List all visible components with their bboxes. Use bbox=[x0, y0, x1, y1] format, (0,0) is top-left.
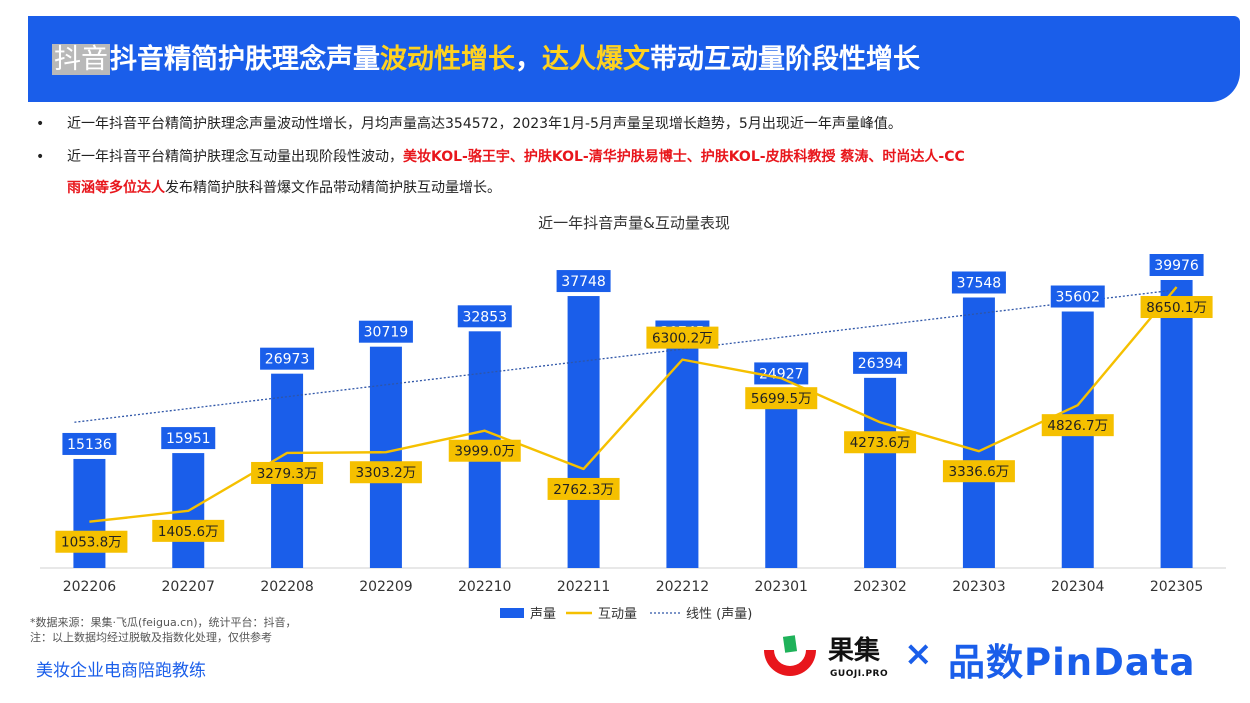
x-tick-label: 202301 bbox=[755, 579, 808, 595]
line-value-label: 2762.3万 bbox=[553, 482, 614, 498]
title-banner bbox=[28, 16, 1240, 102]
guoji-logo-icon bbox=[764, 635, 816, 676]
legend-bar-label: 声量 bbox=[530, 607, 556, 622]
legend-trend-label: 线性 (声量) bbox=[686, 607, 752, 622]
bar-202304 bbox=[1061, 311, 1094, 568]
x-tick-label: 202210 bbox=[458, 579, 511, 595]
line-label-box bbox=[646, 326, 719, 349]
x-tick-label: 202206 bbox=[63, 579, 117, 595]
logo-separator: × bbox=[904, 634, 933, 674]
bar-value-label: 35602 bbox=[1055, 290, 1100, 306]
bar-value-label: 24927 bbox=[759, 366, 804, 382]
x-tick-label: 202305 bbox=[1150, 579, 1203, 595]
legend-bar-swatch bbox=[500, 608, 524, 618]
line-label-box bbox=[942, 460, 1015, 483]
x-tick-label: 202302 bbox=[853, 579, 906, 595]
bullet-marker: • bbox=[36, 116, 45, 132]
bar-label-box bbox=[457, 305, 512, 328]
data-source-note: *数据来源：果集·飞瓜(feigua.cn)，统计平台：抖音， 注：以上数据均经… bbox=[30, 616, 297, 644]
x-tick-label: 202208 bbox=[260, 579, 313, 595]
bar-202302 bbox=[864, 377, 897, 568]
line-label-box bbox=[745, 387, 818, 410]
bar-label-box bbox=[358, 320, 413, 343]
trendline bbox=[74, 289, 1177, 423]
x-tick-label: 202212 bbox=[656, 579, 709, 595]
bar-label-box bbox=[260, 347, 315, 370]
guoji-logo-text: 果集 bbox=[828, 636, 881, 666]
bar-label-box bbox=[556, 270, 611, 293]
line-value-label: 3279.3万 bbox=[257, 466, 318, 482]
bullet-marker: • bbox=[36, 149, 45, 165]
line-value-label: 5699.5万 bbox=[751, 391, 812, 407]
bar-202211 bbox=[567, 296, 600, 568]
bar-label-box bbox=[161, 427, 216, 450]
line-value-label: 4826.7万 bbox=[1047, 418, 1108, 434]
line-label-box bbox=[844, 431, 917, 454]
bar-value-label: 15951 bbox=[166, 431, 211, 447]
title-tag: 抖音 bbox=[52, 44, 110, 75]
bar-label-box bbox=[951, 271, 1006, 294]
bar-label-box bbox=[62, 432, 117, 455]
line-label-box bbox=[152, 519, 225, 542]
bar-202212 bbox=[666, 346, 699, 568]
bar-value-label: 15136 bbox=[67, 437, 112, 453]
line-value-label: 3336.6万 bbox=[949, 464, 1010, 480]
bar-value-label: 37748 bbox=[561, 274, 606, 290]
interaction-line bbox=[89, 286, 1178, 523]
bar-label-box bbox=[754, 362, 809, 385]
bar-value-label: 37548 bbox=[957, 275, 1002, 291]
bar-label-box bbox=[853, 351, 908, 374]
line-value-label: 1053.8万 bbox=[61, 535, 122, 551]
line-label-box bbox=[55, 530, 128, 553]
page-title: 抖音抖音精简护肤理念声量波动性增长，达人爆文带动互动量阶段性增长 bbox=[52, 44, 920, 75]
x-tick-label: 202207 bbox=[162, 579, 215, 595]
chart-title: 近一年抖音声量&互动量表现 bbox=[538, 214, 730, 232]
bar-label-box bbox=[1050, 285, 1105, 308]
bar-202301 bbox=[765, 388, 798, 568]
bar-value-label: 39976 bbox=[1154, 258, 1199, 274]
bar-value-label: 26394 bbox=[858, 356, 903, 372]
x-tick-label: 202211 bbox=[557, 579, 610, 595]
line-value-label: 8650.1万 bbox=[1146, 300, 1207, 316]
bar-value-label: 30719 bbox=[364, 325, 409, 341]
line-value-label: 3303.2万 bbox=[356, 465, 417, 481]
line-label-box bbox=[448, 439, 521, 462]
line-value-label: 3999.0万 bbox=[454, 444, 515, 460]
x-tick-label: 202304 bbox=[1051, 579, 1105, 595]
line-label-box bbox=[1140, 296, 1213, 319]
bar-value-label: 32853 bbox=[462, 309, 507, 325]
line-value-label: 1405.6万 bbox=[158, 524, 219, 540]
line-label-box bbox=[251, 461, 324, 484]
line-label-box bbox=[349, 461, 422, 484]
bar-label-box bbox=[1149, 254, 1204, 276]
line-label-box bbox=[1041, 414, 1114, 437]
x-tick-label: 202209 bbox=[359, 579, 412, 595]
guoji-logo-sub: GUOJI.PRO bbox=[830, 669, 889, 679]
footer-caption: 美妆企业电商陪跑教练 bbox=[36, 661, 206, 681]
line-value-label: 4273.6万 bbox=[850, 435, 911, 451]
bar-202305 bbox=[1160, 280, 1193, 568]
line-value-label: 6300.2万 bbox=[652, 331, 713, 347]
bar-value-label: 26973 bbox=[265, 352, 310, 368]
bar-202303 bbox=[962, 297, 995, 568]
line-label-box bbox=[547, 477, 620, 500]
x-tick-label: 202303 bbox=[952, 579, 1005, 595]
legend-line-label: 互动量 bbox=[598, 607, 637, 622]
bar-202209 bbox=[369, 346, 402, 568]
pindata-logo: 品数PinData bbox=[948, 641, 1196, 684]
